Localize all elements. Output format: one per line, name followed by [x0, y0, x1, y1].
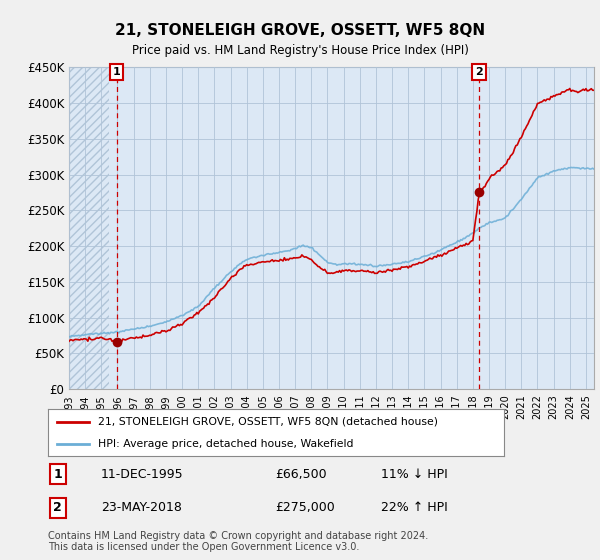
Text: 22% ↑ HPI: 22% ↑ HPI: [380, 501, 448, 514]
Text: Price paid vs. HM Land Registry's House Price Index (HPI): Price paid vs. HM Land Registry's House …: [131, 44, 469, 57]
Text: 11-DEC-1995: 11-DEC-1995: [101, 468, 184, 480]
Text: 2: 2: [53, 501, 62, 514]
Text: 1: 1: [113, 67, 121, 77]
Bar: [69, 67, 109, 389]
Text: £275,000: £275,000: [275, 501, 335, 514]
Text: HPI: Average price, detached house, Wakefield: HPI: Average price, detached house, Wake…: [98, 438, 353, 449]
Text: 1: 1: [53, 468, 62, 480]
Text: £66,500: £66,500: [275, 468, 326, 480]
Text: 21, STONELEIGH GROVE, OSSETT, WF5 8QN (detached house): 21, STONELEIGH GROVE, OSSETT, WF5 8QN (d…: [98, 417, 438, 427]
Text: 23-MAY-2018: 23-MAY-2018: [101, 501, 182, 514]
Text: 2: 2: [475, 67, 483, 77]
Text: 21, STONELEIGH GROVE, OSSETT, WF5 8QN: 21, STONELEIGH GROVE, OSSETT, WF5 8QN: [115, 24, 485, 38]
Text: 11% ↓ HPI: 11% ↓ HPI: [380, 468, 448, 480]
Text: Contains HM Land Registry data © Crown copyright and database right 2024.
This d: Contains HM Land Registry data © Crown c…: [48, 531, 428, 553]
